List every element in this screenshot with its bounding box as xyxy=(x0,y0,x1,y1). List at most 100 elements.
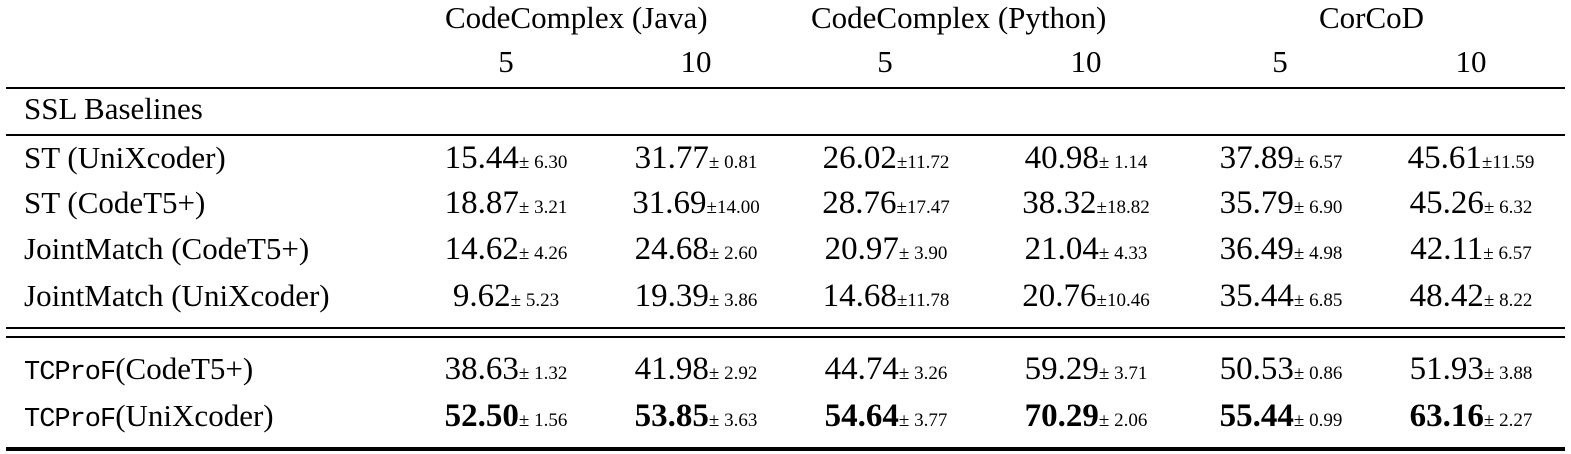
cell-mean: 38.63 xyxy=(444,351,519,387)
cell-std: ± 4.33 xyxy=(1098,243,1148,264)
table-cell: 45.61±11.59 xyxy=(1376,139,1566,182)
row-label: JointMatch (CodeT5+) xyxy=(24,231,310,266)
cell-std: ± 0.81 xyxy=(708,152,758,173)
cell-mean: 26.02 xyxy=(822,140,897,176)
cell-mean: 50.53 xyxy=(1219,351,1294,387)
section-rule xyxy=(6,134,1565,136)
cell-std: ± 3.21 xyxy=(518,197,568,218)
group-header-codecomplex-python: CodeComplex (Python) xyxy=(811,0,1107,35)
cell-mean: 42.11 xyxy=(1410,231,1484,267)
cell-mean: 24.68 xyxy=(634,231,709,267)
cell-std: ± 4.98 xyxy=(1293,243,1343,264)
cell-mean: 41.98 xyxy=(634,351,709,387)
table-cell: 28.76±17.47 xyxy=(791,184,981,227)
cell-std: ± 6.32 xyxy=(1483,197,1533,218)
cell-mean-best: 70.29 xyxy=(1024,398,1099,434)
group-header-codecomplex-java: CodeComplex (Java) xyxy=(445,0,708,35)
backbone-name: (CodeT5+) xyxy=(115,351,254,386)
row-label: TCProF(CodeT5+) xyxy=(24,350,253,392)
cell-mean: 35.79 xyxy=(1219,185,1294,221)
method-name-tcprof: TCProF xyxy=(24,405,116,435)
cell-mean: 14.62 xyxy=(444,231,519,267)
cell-mean: 38.32 xyxy=(1022,185,1097,221)
cell-std: ±17.47 xyxy=(896,197,950,218)
cell-std: ± 6.90 xyxy=(1293,197,1343,218)
subheader-python-5: 5 xyxy=(877,44,893,79)
cell-mean-best: 63.16 xyxy=(1409,398,1484,434)
subheader-java-5: 5 xyxy=(498,44,514,79)
subheader-java-10: 10 xyxy=(680,44,712,79)
table-cell-best: 54.64± 3.77 xyxy=(791,397,981,440)
table-cell: 37.89± 6.57 xyxy=(1186,139,1376,182)
table-cell: 50.53± 0.86 xyxy=(1186,350,1376,393)
cell-mean: 31.77 xyxy=(634,140,709,176)
cell-mean: 48.42 xyxy=(1409,278,1484,314)
cell-mean: 40.98 xyxy=(1024,140,1099,176)
cell-mean: 44.74 xyxy=(824,351,899,387)
cell-std: ± 1.14 xyxy=(1098,152,1148,173)
cell-std: ± 3.71 xyxy=(1098,363,1148,384)
table-cell-best: 70.29± 2.06 xyxy=(991,397,1181,440)
table-cell: 20.97± 3.90 xyxy=(791,230,981,273)
cell-std: ± 3.63 xyxy=(708,410,758,431)
table-cell: 42.11± 6.57 xyxy=(1376,230,1566,273)
cell-std: ± 0.86 xyxy=(1293,363,1343,384)
cell-mean-best: 54.64 xyxy=(824,398,899,434)
cell-mean: 51.93 xyxy=(1409,351,1484,387)
subheader-corcod-10: 10 xyxy=(1455,44,1487,79)
cell-std: ± 2.06 xyxy=(1098,410,1148,431)
table-cell: 38.63± 1.32 xyxy=(411,350,601,393)
cell-std: ±10.46 xyxy=(1096,290,1150,311)
cell-std: ± 4.26 xyxy=(518,243,568,264)
cell-mean: 28.76 xyxy=(822,185,897,221)
cell-std: ± 3.77 xyxy=(898,410,948,431)
row-label: ST (CodeT5+) xyxy=(24,185,206,220)
cell-std: ± 1.32 xyxy=(518,363,568,384)
method-name-tcprof: TCProF xyxy=(24,358,116,388)
table-cell-best: 52.50± 1.56 xyxy=(411,397,601,440)
table-cell: 31.77± 0.81 xyxy=(601,139,791,182)
row-label: TCProF(UniXcoder) xyxy=(24,397,274,439)
table-cell-best: 53.85± 3.63 xyxy=(601,397,791,440)
cell-mean: 35.44 xyxy=(1219,278,1294,314)
table-cell: 15.44± 6.30 xyxy=(411,139,601,182)
cell-std: ± 2.60 xyxy=(708,243,758,264)
cell-mean: 21.04 xyxy=(1024,231,1099,267)
table-cell: 31.69±14.00 xyxy=(601,184,791,227)
cell-std: ± 3.26 xyxy=(898,363,948,384)
cell-mean: 14.68 xyxy=(822,278,897,314)
table-cell: 51.93± 3.88 xyxy=(1376,350,1566,393)
cell-mean: 18.87 xyxy=(444,185,519,221)
row-label: ST (UniXcoder) xyxy=(24,140,226,175)
table-cell: 35.79± 6.90 xyxy=(1186,184,1376,227)
cell-mean: 37.89 xyxy=(1219,140,1294,176)
table-cell: 36.49± 4.98 xyxy=(1186,230,1376,273)
backbone-name: (UniXcoder) xyxy=(115,398,274,433)
table-cell: 59.29± 3.71 xyxy=(991,350,1181,393)
table-cell: 21.04± 4.33 xyxy=(991,230,1181,273)
table-cell: 40.98± 1.14 xyxy=(991,139,1181,182)
cell-std: ±11.78 xyxy=(896,290,950,311)
table-cell: 14.68±11.78 xyxy=(791,277,981,320)
table-cell: 48.42± 8.22 xyxy=(1376,277,1566,320)
cell-mean-best: 55.44 xyxy=(1219,398,1294,434)
cell-mean: 45.61 xyxy=(1407,140,1482,176)
table-cell: 14.62± 4.26 xyxy=(411,230,601,273)
cell-mean: 9.62 xyxy=(452,278,511,314)
bottom-rule xyxy=(6,447,1565,451)
cell-mean: 31.69 xyxy=(632,185,707,221)
table-cell: 20.76±10.46 xyxy=(991,277,1181,320)
table-cell: 26.02±11.72 xyxy=(791,139,981,182)
cell-std: ± 6.57 xyxy=(1293,152,1343,173)
table-cell: 18.87± 3.21 xyxy=(411,184,601,227)
cell-std: ± 8.22 xyxy=(1483,290,1533,311)
table-cell: 35.44± 6.85 xyxy=(1186,277,1376,320)
cell-mean: 36.49 xyxy=(1219,231,1294,267)
cell-std: ±14.00 xyxy=(706,197,760,218)
table-cell: 44.74± 3.26 xyxy=(791,350,981,393)
cell-std: ± 6.30 xyxy=(518,152,568,173)
cell-std: ± 1.56 xyxy=(518,410,568,431)
cell-mean: 20.76 xyxy=(1022,278,1097,314)
cell-mean: 20.97 xyxy=(824,231,899,267)
